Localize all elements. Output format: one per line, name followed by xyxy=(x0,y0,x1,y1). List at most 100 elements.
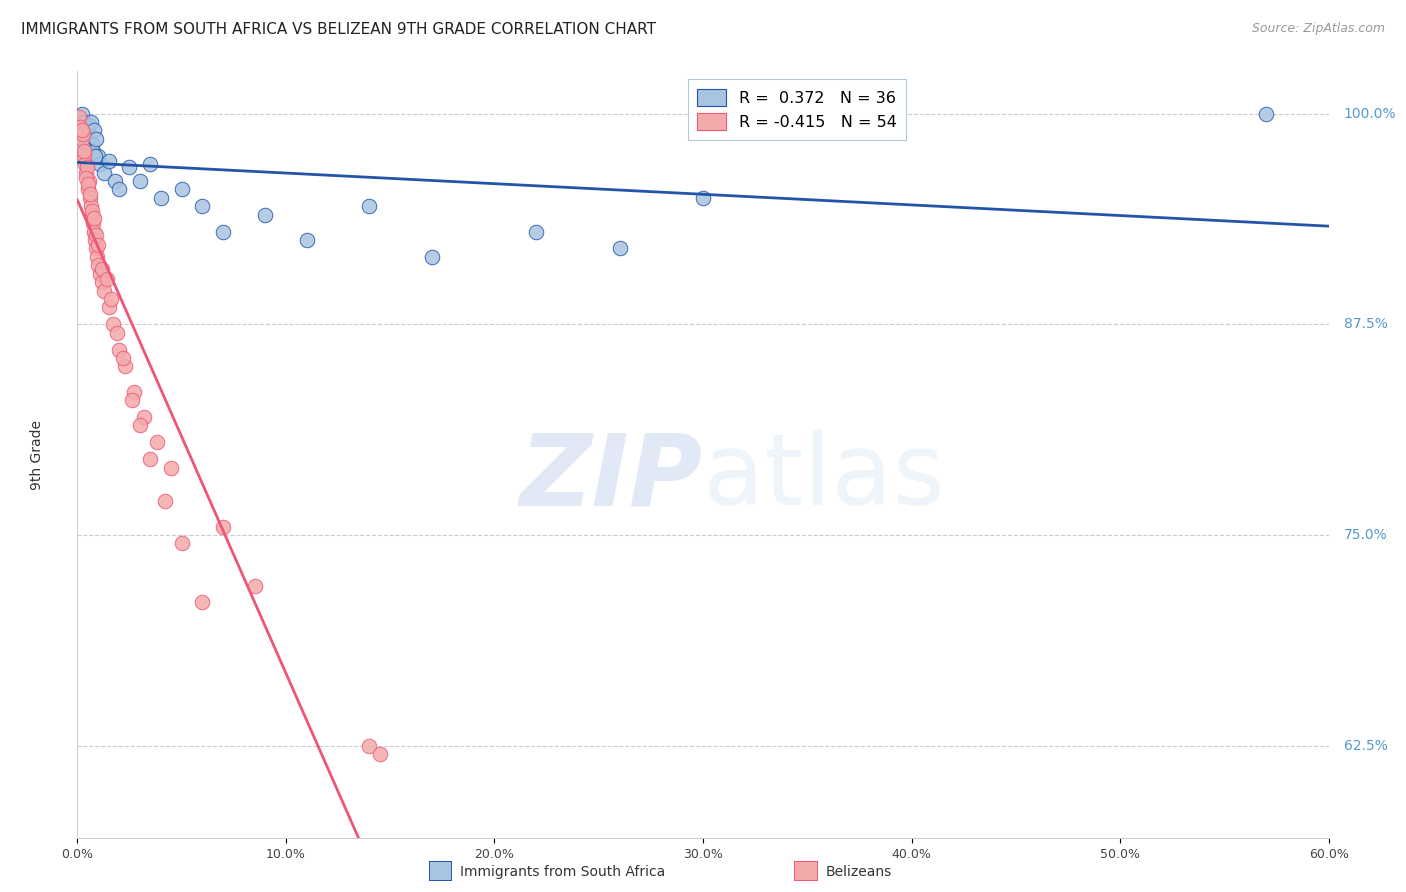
Point xyxy=(89,267,111,281)
Legend: R =  0.372   N = 36, R = -0.415   N = 54: R = 0.372 N = 36, R = -0.415 N = 54 xyxy=(688,79,905,140)
Point xyxy=(1254,106,1277,120)
Point xyxy=(122,384,145,399)
Point xyxy=(84,132,107,146)
Point xyxy=(212,225,235,239)
Point xyxy=(253,208,276,222)
Point xyxy=(72,127,94,141)
Point xyxy=(76,127,98,141)
Point xyxy=(145,435,167,450)
Text: 100.0%: 100.0% xyxy=(1344,106,1396,120)
Point xyxy=(70,132,93,146)
Point xyxy=(129,418,152,433)
Point xyxy=(108,182,131,196)
Point xyxy=(93,165,115,179)
Point xyxy=(80,115,103,129)
Point xyxy=(70,123,93,137)
Text: IMMIGRANTS FROM SOUTH AFRICA VS BELIZEAN 9TH GRADE CORRELATION CHART: IMMIGRANTS FROM SOUTH AFRICA VS BELIZEAN… xyxy=(21,22,657,37)
Point xyxy=(96,271,118,285)
Point xyxy=(368,747,391,761)
Point xyxy=(139,157,162,171)
Point xyxy=(82,216,104,230)
Text: 75.0%: 75.0% xyxy=(1344,528,1388,542)
Point xyxy=(129,174,152,188)
Point xyxy=(84,149,107,163)
Text: 62.5%: 62.5% xyxy=(1344,739,1388,753)
Point xyxy=(139,452,162,467)
Point xyxy=(75,165,97,179)
Point xyxy=(76,161,98,175)
Point xyxy=(87,258,110,272)
Point xyxy=(72,149,94,163)
Point xyxy=(84,227,107,242)
Point xyxy=(105,326,128,340)
Point xyxy=(121,393,143,408)
Point xyxy=(80,204,103,219)
Point xyxy=(72,144,94,158)
Point xyxy=(73,157,96,171)
Point xyxy=(97,153,120,168)
Point xyxy=(160,460,183,475)
Point xyxy=(191,595,214,609)
Point xyxy=(118,161,141,175)
Point xyxy=(75,170,97,185)
Text: Belizeans: Belizeans xyxy=(825,865,891,880)
Text: atlas: atlas xyxy=(703,429,945,526)
Point xyxy=(76,182,98,196)
Point xyxy=(114,359,136,374)
Point xyxy=(83,211,105,225)
Text: Immigrants from South Africa: Immigrants from South Africa xyxy=(460,865,665,880)
Point xyxy=(359,199,381,213)
Point xyxy=(692,191,714,205)
Point xyxy=(67,110,90,124)
Point xyxy=(80,208,103,222)
Point xyxy=(70,106,93,120)
Point xyxy=(69,120,91,134)
Text: ZIP: ZIP xyxy=(520,429,703,526)
Text: 9th Grade: 9th Grade xyxy=(31,420,44,490)
Point xyxy=(80,199,103,213)
Point xyxy=(359,739,381,753)
Point xyxy=(83,225,105,239)
Text: Source: ZipAtlas.com: Source: ZipAtlas.com xyxy=(1251,22,1385,36)
Point xyxy=(91,275,114,289)
Text: 87.5%: 87.5% xyxy=(1344,318,1388,331)
Point xyxy=(97,301,120,315)
Point xyxy=(93,284,115,298)
Point xyxy=(212,519,235,533)
Point xyxy=(101,318,124,332)
Point xyxy=(609,241,631,255)
Point xyxy=(77,174,100,188)
Point xyxy=(170,536,193,550)
Point xyxy=(76,132,98,146)
Point xyxy=(420,250,443,264)
Point xyxy=(295,233,318,247)
Point xyxy=(72,115,94,129)
Point xyxy=(112,351,135,365)
Point xyxy=(79,187,101,202)
Point xyxy=(80,136,103,151)
Point xyxy=(79,191,101,205)
Point xyxy=(100,292,122,306)
Point xyxy=(89,157,111,171)
Point xyxy=(84,233,107,247)
Point xyxy=(108,343,131,357)
Point xyxy=(73,123,96,137)
Point xyxy=(243,578,266,592)
Point xyxy=(132,409,155,424)
Point xyxy=(83,123,105,137)
Point xyxy=(82,144,104,158)
Point xyxy=(76,178,98,192)
Point xyxy=(87,149,110,163)
Point xyxy=(91,261,114,276)
Point xyxy=(84,241,107,255)
Point xyxy=(104,174,127,188)
Point xyxy=(75,120,97,134)
Point xyxy=(87,238,110,252)
Point xyxy=(170,182,193,196)
Point xyxy=(77,118,100,132)
Point xyxy=(149,191,172,205)
Point xyxy=(72,140,94,154)
Point xyxy=(79,140,101,154)
Point xyxy=(153,494,176,508)
Point xyxy=(191,199,214,213)
